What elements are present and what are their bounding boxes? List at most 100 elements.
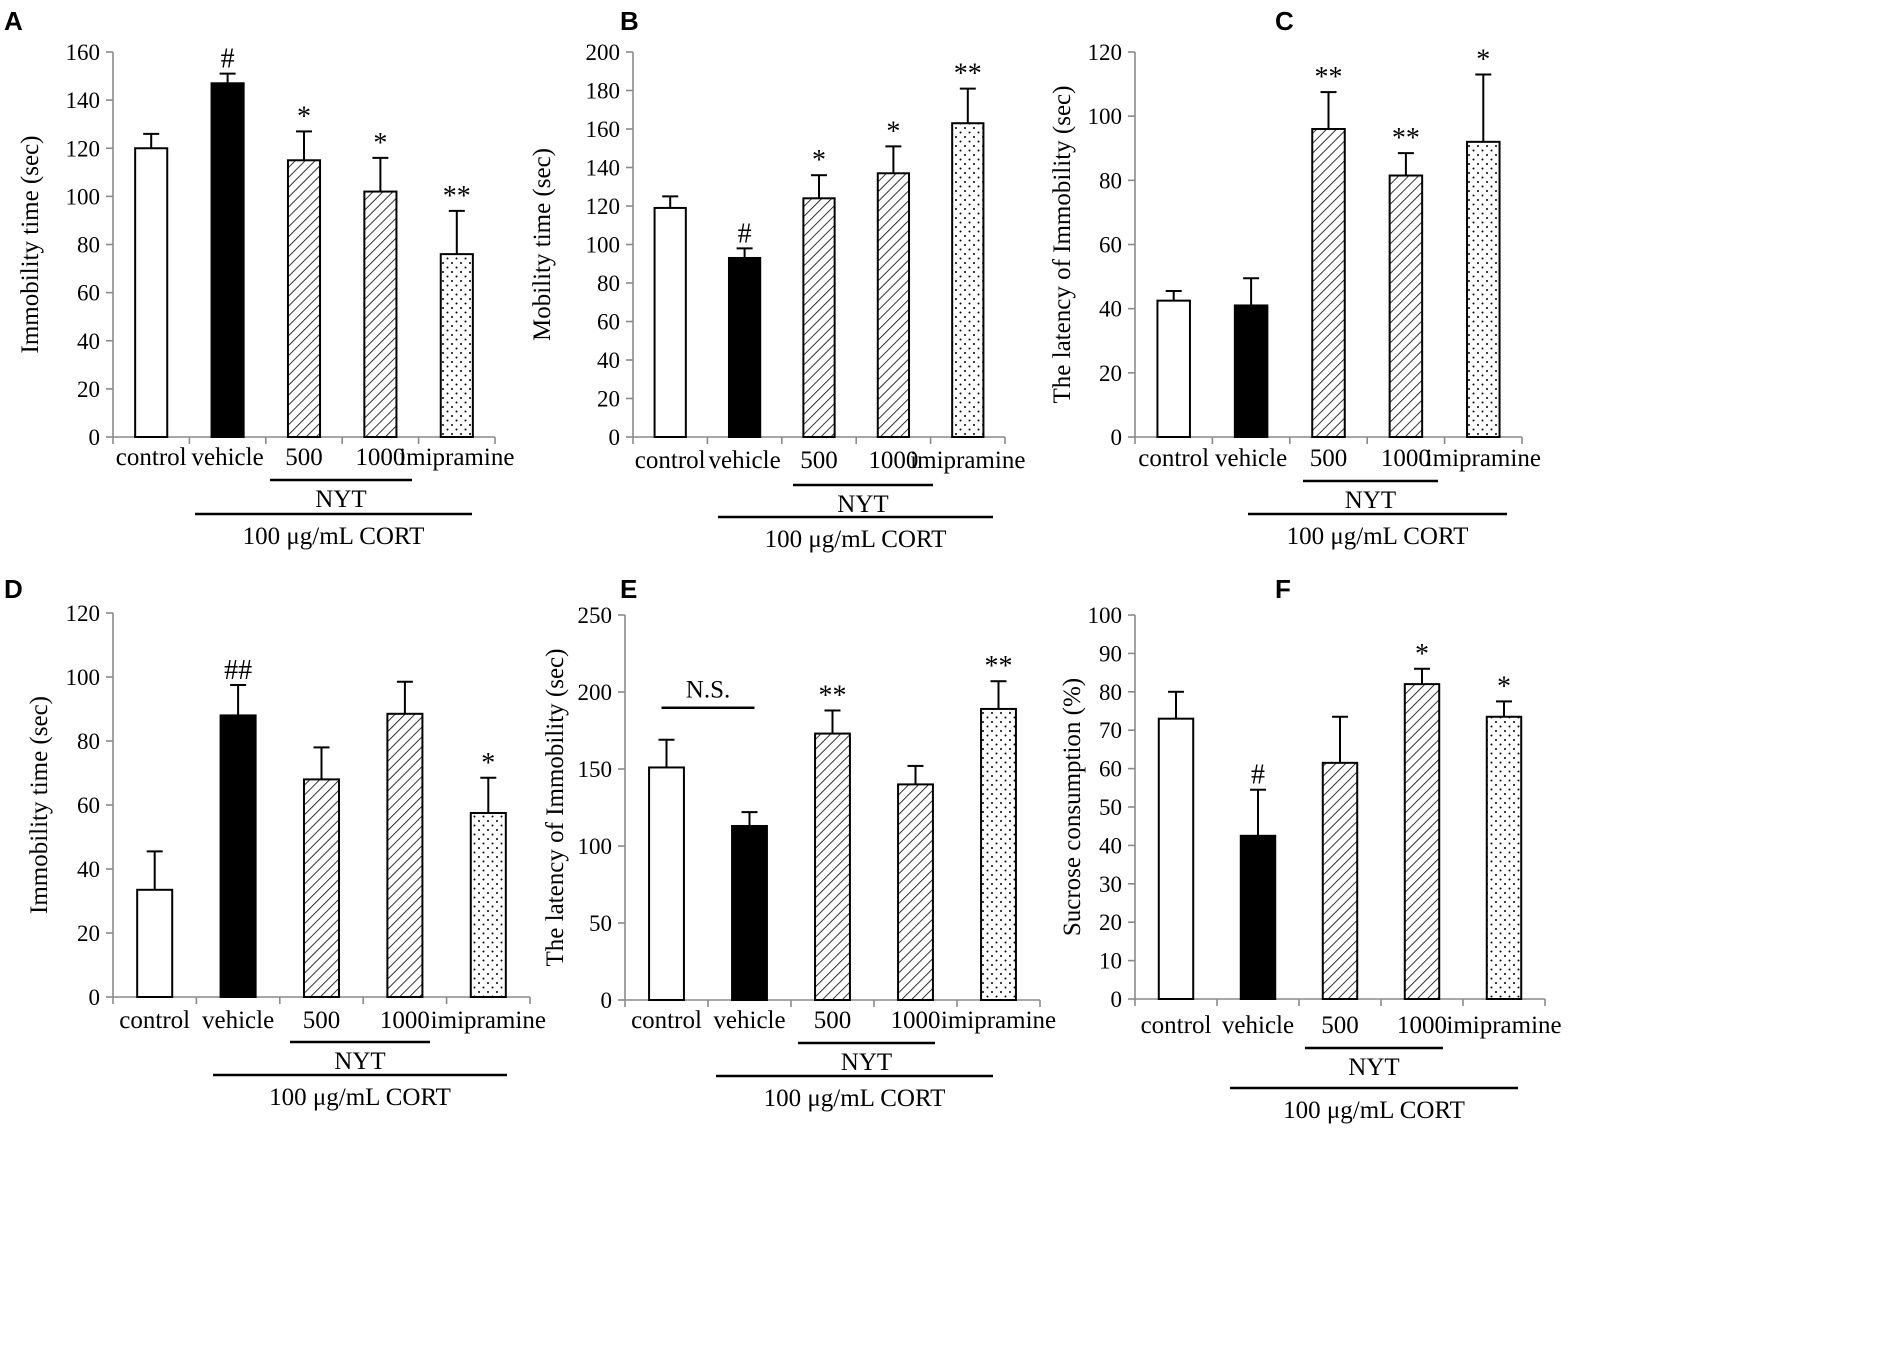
x-category-label: 1000 xyxy=(891,1007,941,1034)
x-category-label: 1000 xyxy=(380,1007,430,1034)
bar-1000 xyxy=(363,190,398,438)
bar-control xyxy=(136,888,174,998)
y-tick-label: 80 xyxy=(77,729,100,754)
significance-marker: ** xyxy=(954,59,982,90)
y-tick-label: 150 xyxy=(578,757,613,782)
y-tick-label: 20 xyxy=(77,377,100,402)
bar-vehicle xyxy=(731,824,768,1001)
x-category-label: control xyxy=(631,1007,702,1034)
y-tick-label: 20 xyxy=(1099,910,1122,935)
y-tick-label: 0 xyxy=(89,425,101,450)
y-tick-label: 40 xyxy=(77,857,100,882)
y-axis-title: Immobility time (sec) xyxy=(26,696,53,914)
y-tick-label: 70 xyxy=(1099,718,1122,743)
x-category-label: 1000 xyxy=(1381,445,1431,472)
bar-vehicle xyxy=(1233,304,1269,439)
x-category-label: imipramine xyxy=(399,444,514,471)
y-tick-label: 60 xyxy=(1099,757,1122,782)
x-category-label: vehicle xyxy=(192,444,264,471)
bar-500 xyxy=(302,778,341,999)
y-tick-label: 100 xyxy=(66,184,101,209)
bar-control xyxy=(134,147,169,438)
y-tick-label: 80 xyxy=(1099,168,1122,193)
bar-500 xyxy=(814,732,851,1002)
significance-marker: ** xyxy=(985,651,1013,682)
significance-marker: * xyxy=(812,145,826,176)
x-category-label: control xyxy=(1138,445,1209,472)
y-tick-label: 20 xyxy=(77,921,100,946)
x-category-label: imipramine xyxy=(910,447,1025,474)
x-category-label: vehicle xyxy=(1222,1012,1294,1039)
y-tick-label: 40 xyxy=(1099,297,1122,322)
bar-control xyxy=(653,206,687,438)
y-tick-label: 40 xyxy=(597,348,620,373)
significance-marker: ** xyxy=(443,181,471,212)
bar-imipramine xyxy=(439,253,474,438)
x-category-label: 1000 xyxy=(1397,1012,1447,1039)
y-tick-label: 60 xyxy=(77,281,100,306)
x-category-label: control xyxy=(116,444,187,471)
ns-annotation: N.S. xyxy=(686,677,730,704)
y-tick-label: 40 xyxy=(1099,833,1122,858)
x-category-label: vehicle xyxy=(1215,445,1287,472)
nyt-group-label: NYT xyxy=(334,1048,385,1075)
y-axis-title: The latency of Immobility (sec) xyxy=(542,649,569,967)
bar-500 xyxy=(1311,128,1346,438)
significance-marker: * xyxy=(481,748,495,779)
y-tick-label: 80 xyxy=(77,233,100,258)
y-axis-title: Immobility time (sec) xyxy=(17,135,44,353)
panel-letter: E xyxy=(620,574,637,604)
y-tick-label: 40 xyxy=(77,329,100,354)
x-category-label: 1000 xyxy=(355,444,405,471)
y-tick-label: 100 xyxy=(578,834,613,859)
x-category-label: 500 xyxy=(814,1007,852,1034)
x-category-label: control xyxy=(119,1007,190,1034)
cort-group-label: 100 μg/mL CORT xyxy=(1283,1097,1465,1124)
y-tick-label: 80 xyxy=(1099,680,1122,705)
x-category-label: 500 xyxy=(800,447,838,474)
panel-letter: B xyxy=(620,6,639,36)
x-category-label: vehicle xyxy=(202,1007,274,1034)
y-tick-label: 0 xyxy=(89,985,101,1010)
y-tick-label: 50 xyxy=(589,911,612,936)
significance-marker: * xyxy=(297,101,311,132)
cort-group-label: 100 μg/mL CORT xyxy=(1287,523,1469,550)
chart-panel-f: F 0 10 20 30 40 50 60 70 80 90 100 Sucrose consumpti… xyxy=(1059,574,1562,1124)
y-tick-label: 120 xyxy=(66,601,101,626)
bar-imipramine xyxy=(980,707,1017,1001)
y-tick-label: 160 xyxy=(66,40,101,65)
y-tick-label: 90 xyxy=(1099,641,1122,666)
y-tick-label: 0 xyxy=(1111,425,1123,450)
y-tick-label: 50 xyxy=(1099,795,1122,820)
panel-letter: A xyxy=(4,6,23,36)
y-tick-label: 180 xyxy=(586,79,621,104)
significance-marker: # xyxy=(1251,760,1265,791)
x-category-label: vehicle xyxy=(709,447,781,474)
bar-1000 xyxy=(1403,683,1441,1000)
chart-panel-c: C 0 20 40 60 80 100 120 The latency of Immobilit… xyxy=(1049,6,1541,550)
y-tick-label: 0 xyxy=(601,988,613,1013)
y-tick-label: 0 xyxy=(609,425,621,450)
bar-500 xyxy=(286,159,322,438)
cort-group-label: 100 μg/mL CORT xyxy=(269,1084,451,1111)
x-category-label: 500 xyxy=(285,444,323,471)
y-axis-title: The latency of Immobility (sec) xyxy=(1049,86,1076,404)
y-tick-label: 0 xyxy=(1111,987,1123,1012)
bar-vehicle xyxy=(727,256,762,438)
panels-container: A 0 20 40 60 80 100 120 140 160 Immobility time (s… xyxy=(4,6,1562,1124)
y-tick-label: 100 xyxy=(1088,603,1123,628)
bar-1000 xyxy=(897,783,934,1002)
y-tick-label: 20 xyxy=(597,387,620,412)
x-category-label: 500 xyxy=(303,1007,341,1034)
y-tick-label: 120 xyxy=(66,136,101,161)
x-category-label: control xyxy=(1141,1012,1212,1039)
y-tick-label: 250 xyxy=(578,603,613,628)
bar-control xyxy=(1156,299,1191,439)
bar-imipramine xyxy=(469,812,507,998)
significance-marker: * xyxy=(1415,639,1429,670)
chart-panel-b: B 0 20 40 60 80 100 120 140 160 180 200 Mobility tim… xyxy=(529,6,1025,553)
chart-panel-a: A 0 20 40 60 80 100 120 140 160 Immobility time (s… xyxy=(4,6,514,550)
y-tick-label: 140 xyxy=(66,88,101,113)
bar-1000 xyxy=(1388,174,1424,438)
